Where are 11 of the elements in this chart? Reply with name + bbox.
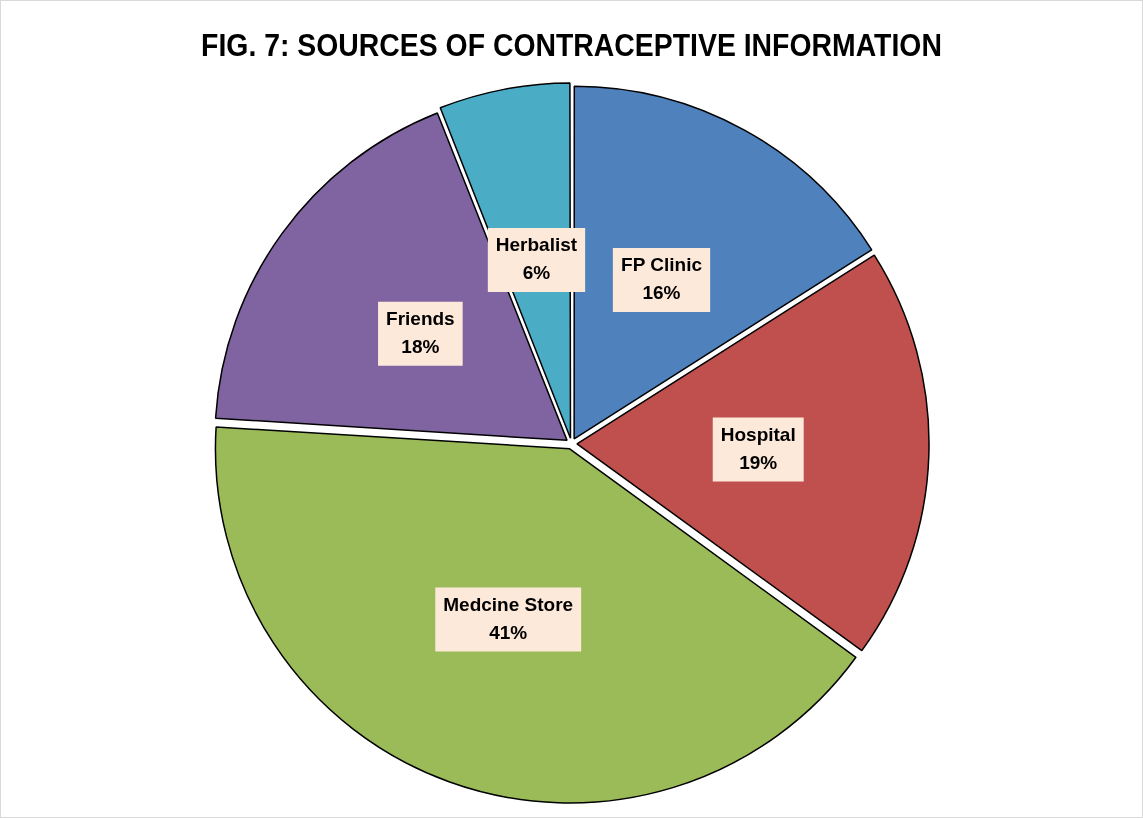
slice-label: Medcine Store bbox=[443, 593, 574, 615]
chart-title: FIG. 7: SOURCES OF CONTRACEPTIVE INFORMATION bbox=[201, 27, 942, 63]
slice-label: Friends bbox=[386, 308, 455, 330]
data-label: 6% bbox=[522, 262, 551, 284]
data-label: 18% bbox=[401, 336, 440, 358]
slice-label: Herbalist bbox=[495, 234, 578, 256]
data-label: 41% bbox=[489, 621, 528, 643]
data-label: 19% bbox=[739, 451, 778, 473]
slice-label: Hospital bbox=[720, 423, 796, 445]
slice-label: FP Clinic bbox=[621, 254, 703, 276]
data-label: 16% bbox=[642, 282, 681, 304]
